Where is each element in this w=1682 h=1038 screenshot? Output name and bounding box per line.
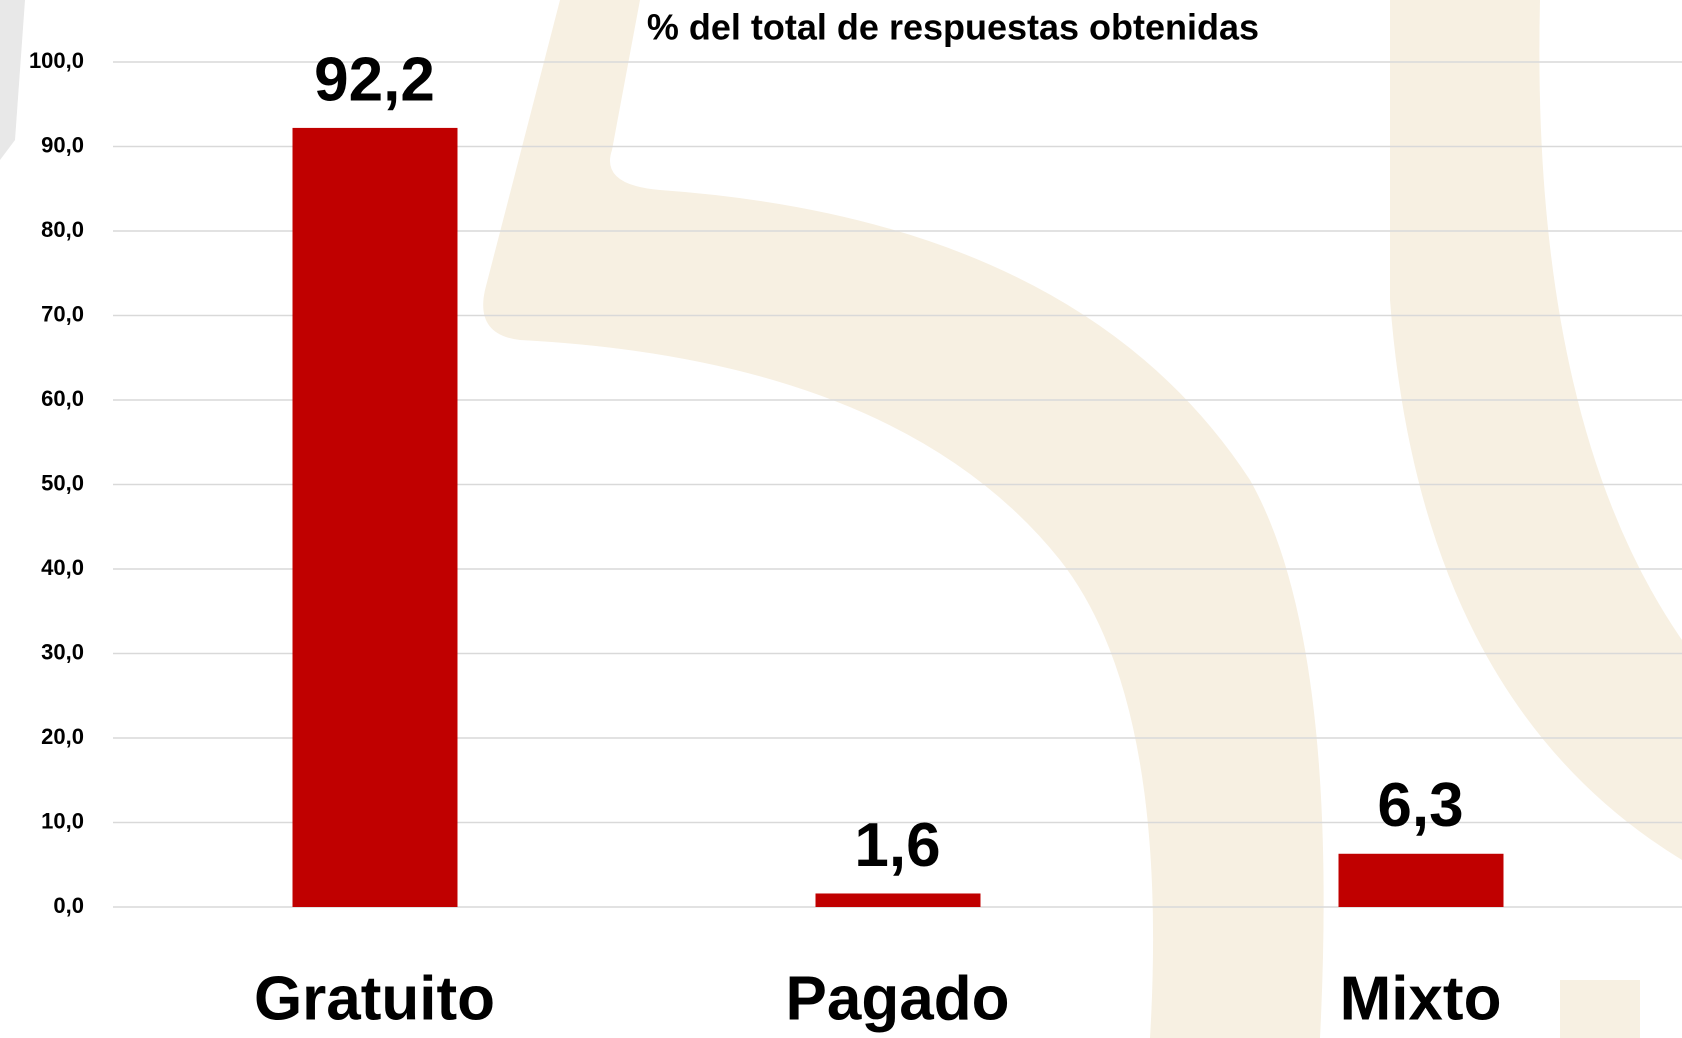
value-label: 6,3	[1377, 771, 1463, 840]
bar	[1339, 854, 1504, 907]
y-tick-label: 80,0	[41, 217, 84, 242]
value-label: 1,6	[854, 811, 940, 880]
bar	[816, 893, 981, 907]
y-tick-label: 30,0	[41, 639, 84, 664]
x-tick-label: Mixto	[1340, 964, 1502, 1033]
y-tick-label: 90,0	[41, 132, 84, 157]
x-tick-label: Pagado	[786, 964, 1010, 1033]
chart-title: % del total de respuestas obtenidas	[647, 7, 1259, 48]
y-tick-label: 0,0	[53, 893, 84, 918]
value-label: 92,2	[314, 45, 435, 114]
y-tick-label: 60,0	[41, 386, 84, 411]
bar	[293, 128, 458, 907]
y-tick-label: 20,0	[41, 724, 84, 749]
y-tick-label: 50,0	[41, 470, 84, 495]
y-tick-label: 40,0	[41, 555, 84, 580]
chart: % del total de respuestas obtenidas 0,0 1…	[0, 0, 1682, 1038]
y-tick-label: 70,0	[41, 301, 84, 326]
x-tick-label: Gratuito	[254, 964, 495, 1033]
y-tick-label: 10,0	[41, 808, 84, 833]
y-tick-label: 100,0	[29, 48, 84, 73]
